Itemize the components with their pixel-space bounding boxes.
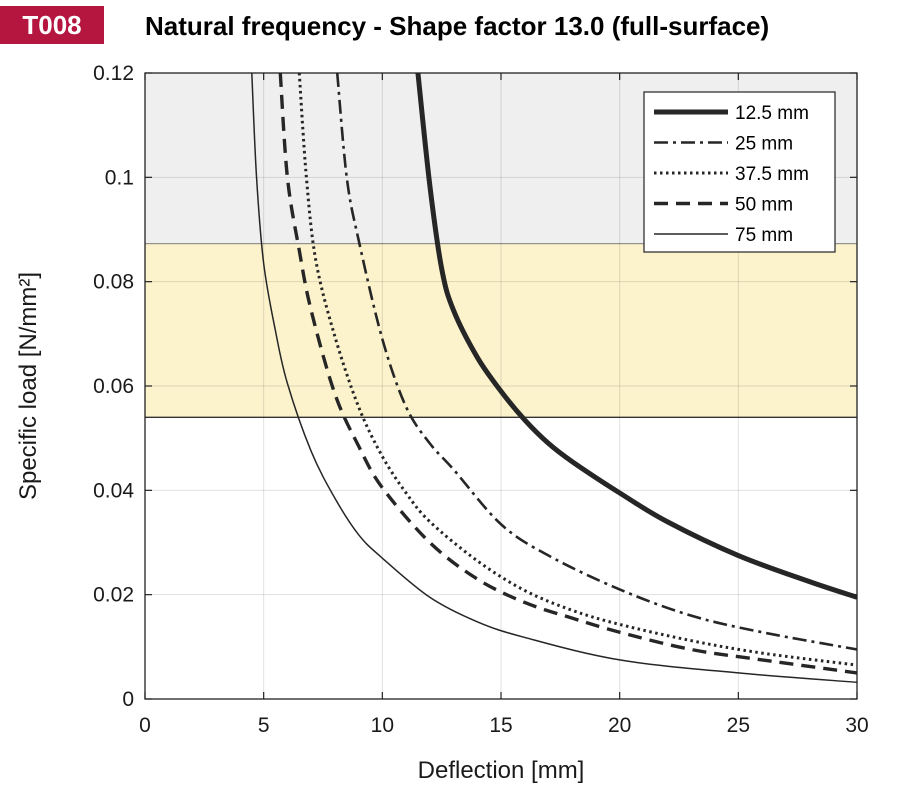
- x-tick-label-25: 25: [727, 714, 750, 737]
- y-tick-label-0.12: 0.12: [93, 62, 134, 85]
- x-tick-label-30: 30: [845, 714, 868, 737]
- y-tick-label-0: 0: [122, 688, 134, 711]
- x-tick-label-15: 15: [489, 714, 512, 737]
- chart-title: Natural frequency - Shape factor 13.0 (f…: [145, 11, 770, 41]
- x-tick-label-20: 20: [608, 714, 631, 737]
- chart-id-badge: T008: [0, 6, 104, 44]
- legend-label-0: 12.5 mm: [735, 103, 809, 124]
- series-line-3: [278, 73, 857, 675]
- x-tick-label-10: 10: [371, 714, 394, 737]
- y-axis-label: Specific load [N/mm²]: [15, 272, 42, 500]
- y-tick-label-0.02: 0.02: [93, 584, 134, 607]
- x-axis-ticks: 0 5 10 15 20 25 30: [139, 73, 869, 737]
- legend-label-4: 75 mm: [735, 225, 793, 246]
- series-line-4: [251, 73, 857, 684]
- legend-label-1: 25 mm: [735, 134, 793, 155]
- y-tick-label-0.04: 0.04: [93, 479, 134, 502]
- y-tick-label-0.06: 0.06: [93, 375, 134, 398]
- legend-label-2: 37.5 mm: [735, 164, 809, 185]
- x-tick-label-0: 0: [139, 714, 151, 737]
- legend-box: [643, 91, 836, 253]
- y-tick-label-0.1: 0.1: [105, 166, 134, 189]
- legend: 12.5 mm 25 mm 37.5 mm 50 mm 75 mm: [643, 91, 836, 253]
- series-line-0: [415, 73, 857, 600]
- legend-label-3: 50 mm: [735, 195, 793, 216]
- x-tick-label-5: 5: [258, 714, 270, 737]
- series-line-1: [335, 73, 857, 651]
- series-curves: [251, 73, 857, 684]
- series-line-2: [297, 73, 857, 667]
- x-axis-label: Deflection [mm]: [418, 757, 585, 784]
- y-tick-label-0.08: 0.08: [93, 271, 134, 294]
- y-axis-ticks: 0 0.02 0.04 0.06 0.08 0.1 0.12: [93, 62, 857, 711]
